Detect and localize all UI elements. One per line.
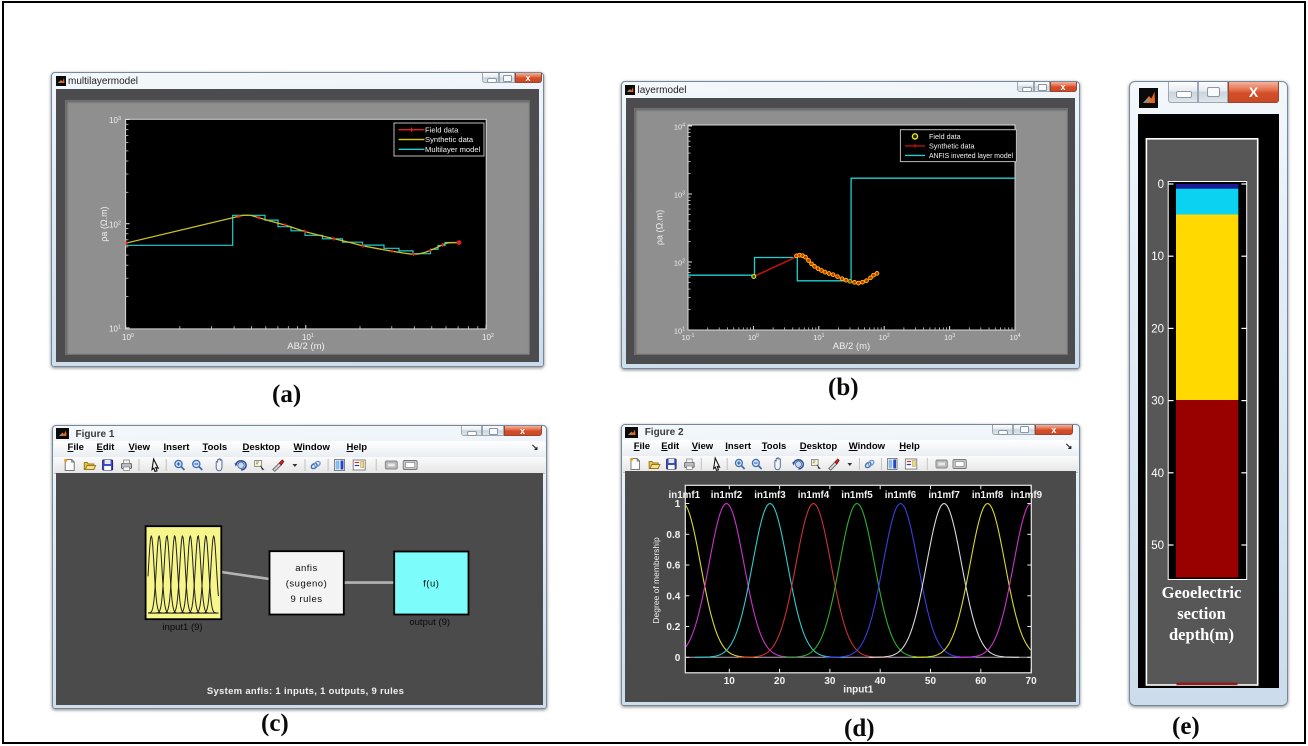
svg-text:Field data: Field data <box>425 125 459 134</box>
svg-text:ρa (Ω.m): ρa (Ω.m) <box>654 209 664 244</box>
svg-text:103: 103 <box>944 333 955 342</box>
svg-text:30: 30 <box>824 676 836 687</box>
svg-text:in1mf5: in1mf5 <box>841 490 873 501</box>
svg-text:101: 101 <box>302 333 314 342</box>
svg-text:in1mf1: in1mf1 <box>668 490 700 501</box>
svg-text:50: 50 <box>925 676 937 687</box>
svg-text:1: 1 <box>674 499 680 510</box>
svg-text:in1mf7: in1mf7 <box>928 490 960 501</box>
svg-text:in1mf9: in1mf9 <box>1010 490 1042 501</box>
svg-text:30: 30 <box>1151 396 1164 408</box>
svg-text:70: 70 <box>1025 676 1037 687</box>
svg-text:0.2: 0.2 <box>666 622 680 633</box>
svg-text:in1mf3: in1mf3 <box>754 490 786 501</box>
svg-text:100: 100 <box>122 333 134 342</box>
svg-text:102: 102 <box>878 333 889 342</box>
svg-text:102: 102 <box>673 258 684 267</box>
svg-text:50: 50 <box>1151 540 1164 552</box>
svg-text:anfis: anfis <box>295 562 318 573</box>
svg-text:10-1: 10-1 <box>681 333 694 342</box>
svg-text:Synthetic data: Synthetic data <box>425 135 474 144</box>
svg-text:(sugeno): (sugeno) <box>285 578 327 589</box>
svg-text:102: 102 <box>482 333 494 342</box>
svg-text:20: 20 <box>774 676 786 687</box>
svg-text:103: 103 <box>673 190 684 199</box>
svg-text:in1mf8: in1mf8 <box>972 490 1004 501</box>
svg-text:output (9): output (9) <box>409 617 450 628</box>
svg-text:40: 40 <box>1151 468 1164 480</box>
svg-text:ρa (Ω.m): ρa (Ω.m) <box>99 206 109 241</box>
svg-text:System anfis: 1 inputs, 1 outp: System anfis: 1 inputs, 1 outputs, 9 rul… <box>206 686 403 697</box>
svg-text:0.8: 0.8 <box>666 530 680 541</box>
svg-text:104: 104 <box>1009 333 1020 342</box>
svg-text:20: 20 <box>1151 324 1164 336</box>
svg-text:101: 101 <box>109 324 121 333</box>
svg-text:Degree of membership: Degree of membership <box>650 537 660 624</box>
svg-text:in1mf4: in1mf4 <box>797 490 829 501</box>
svg-text:101: 101 <box>813 333 824 342</box>
svg-text:input1 (9): input1 (9) <box>162 622 202 633</box>
svg-text:100: 100 <box>747 333 758 342</box>
svg-text:102: 102 <box>109 220 121 229</box>
svg-text:10: 10 <box>1151 252 1164 264</box>
svg-text:0.4: 0.4 <box>666 591 680 602</box>
svg-text:103: 103 <box>109 116 121 125</box>
svg-text:104: 104 <box>673 122 684 131</box>
svg-text:Field data: Field data <box>929 132 961 141</box>
svg-text:0: 0 <box>674 653 680 664</box>
svg-text:60: 60 <box>975 676 987 687</box>
svg-text:input1: input1 <box>843 684 873 695</box>
svg-text:101: 101 <box>673 326 684 335</box>
svg-text:9 rules: 9 rules <box>290 593 322 604</box>
svg-text:Geoelectric: Geoelectric <box>1162 583 1242 602</box>
svg-text:0: 0 <box>1158 179 1164 191</box>
svg-text:40: 40 <box>874 676 886 687</box>
svg-text:0.6: 0.6 <box>666 561 680 572</box>
svg-text:in1mf6: in1mf6 <box>884 490 916 501</box>
svg-text:10: 10 <box>723 676 735 687</box>
svg-text:Synthetic data: Synthetic data <box>929 141 975 150</box>
svg-text:AB/2 (m): AB/2 (m) <box>832 341 869 352</box>
svg-text:ANFIS inverted layer model: ANFIS inverted layer model <box>929 151 1013 160</box>
svg-text:section: section <box>1177 604 1226 623</box>
svg-text:in1mf2: in1mf2 <box>710 490 742 501</box>
svg-text:Multilayer model: Multilayer model <box>425 144 481 153</box>
svg-text:depth(m): depth(m) <box>1169 625 1234 644</box>
svg-text:AB/2 (m): AB/2 (m) <box>287 341 324 352</box>
svg-text:f(u): f(u) <box>423 578 439 589</box>
